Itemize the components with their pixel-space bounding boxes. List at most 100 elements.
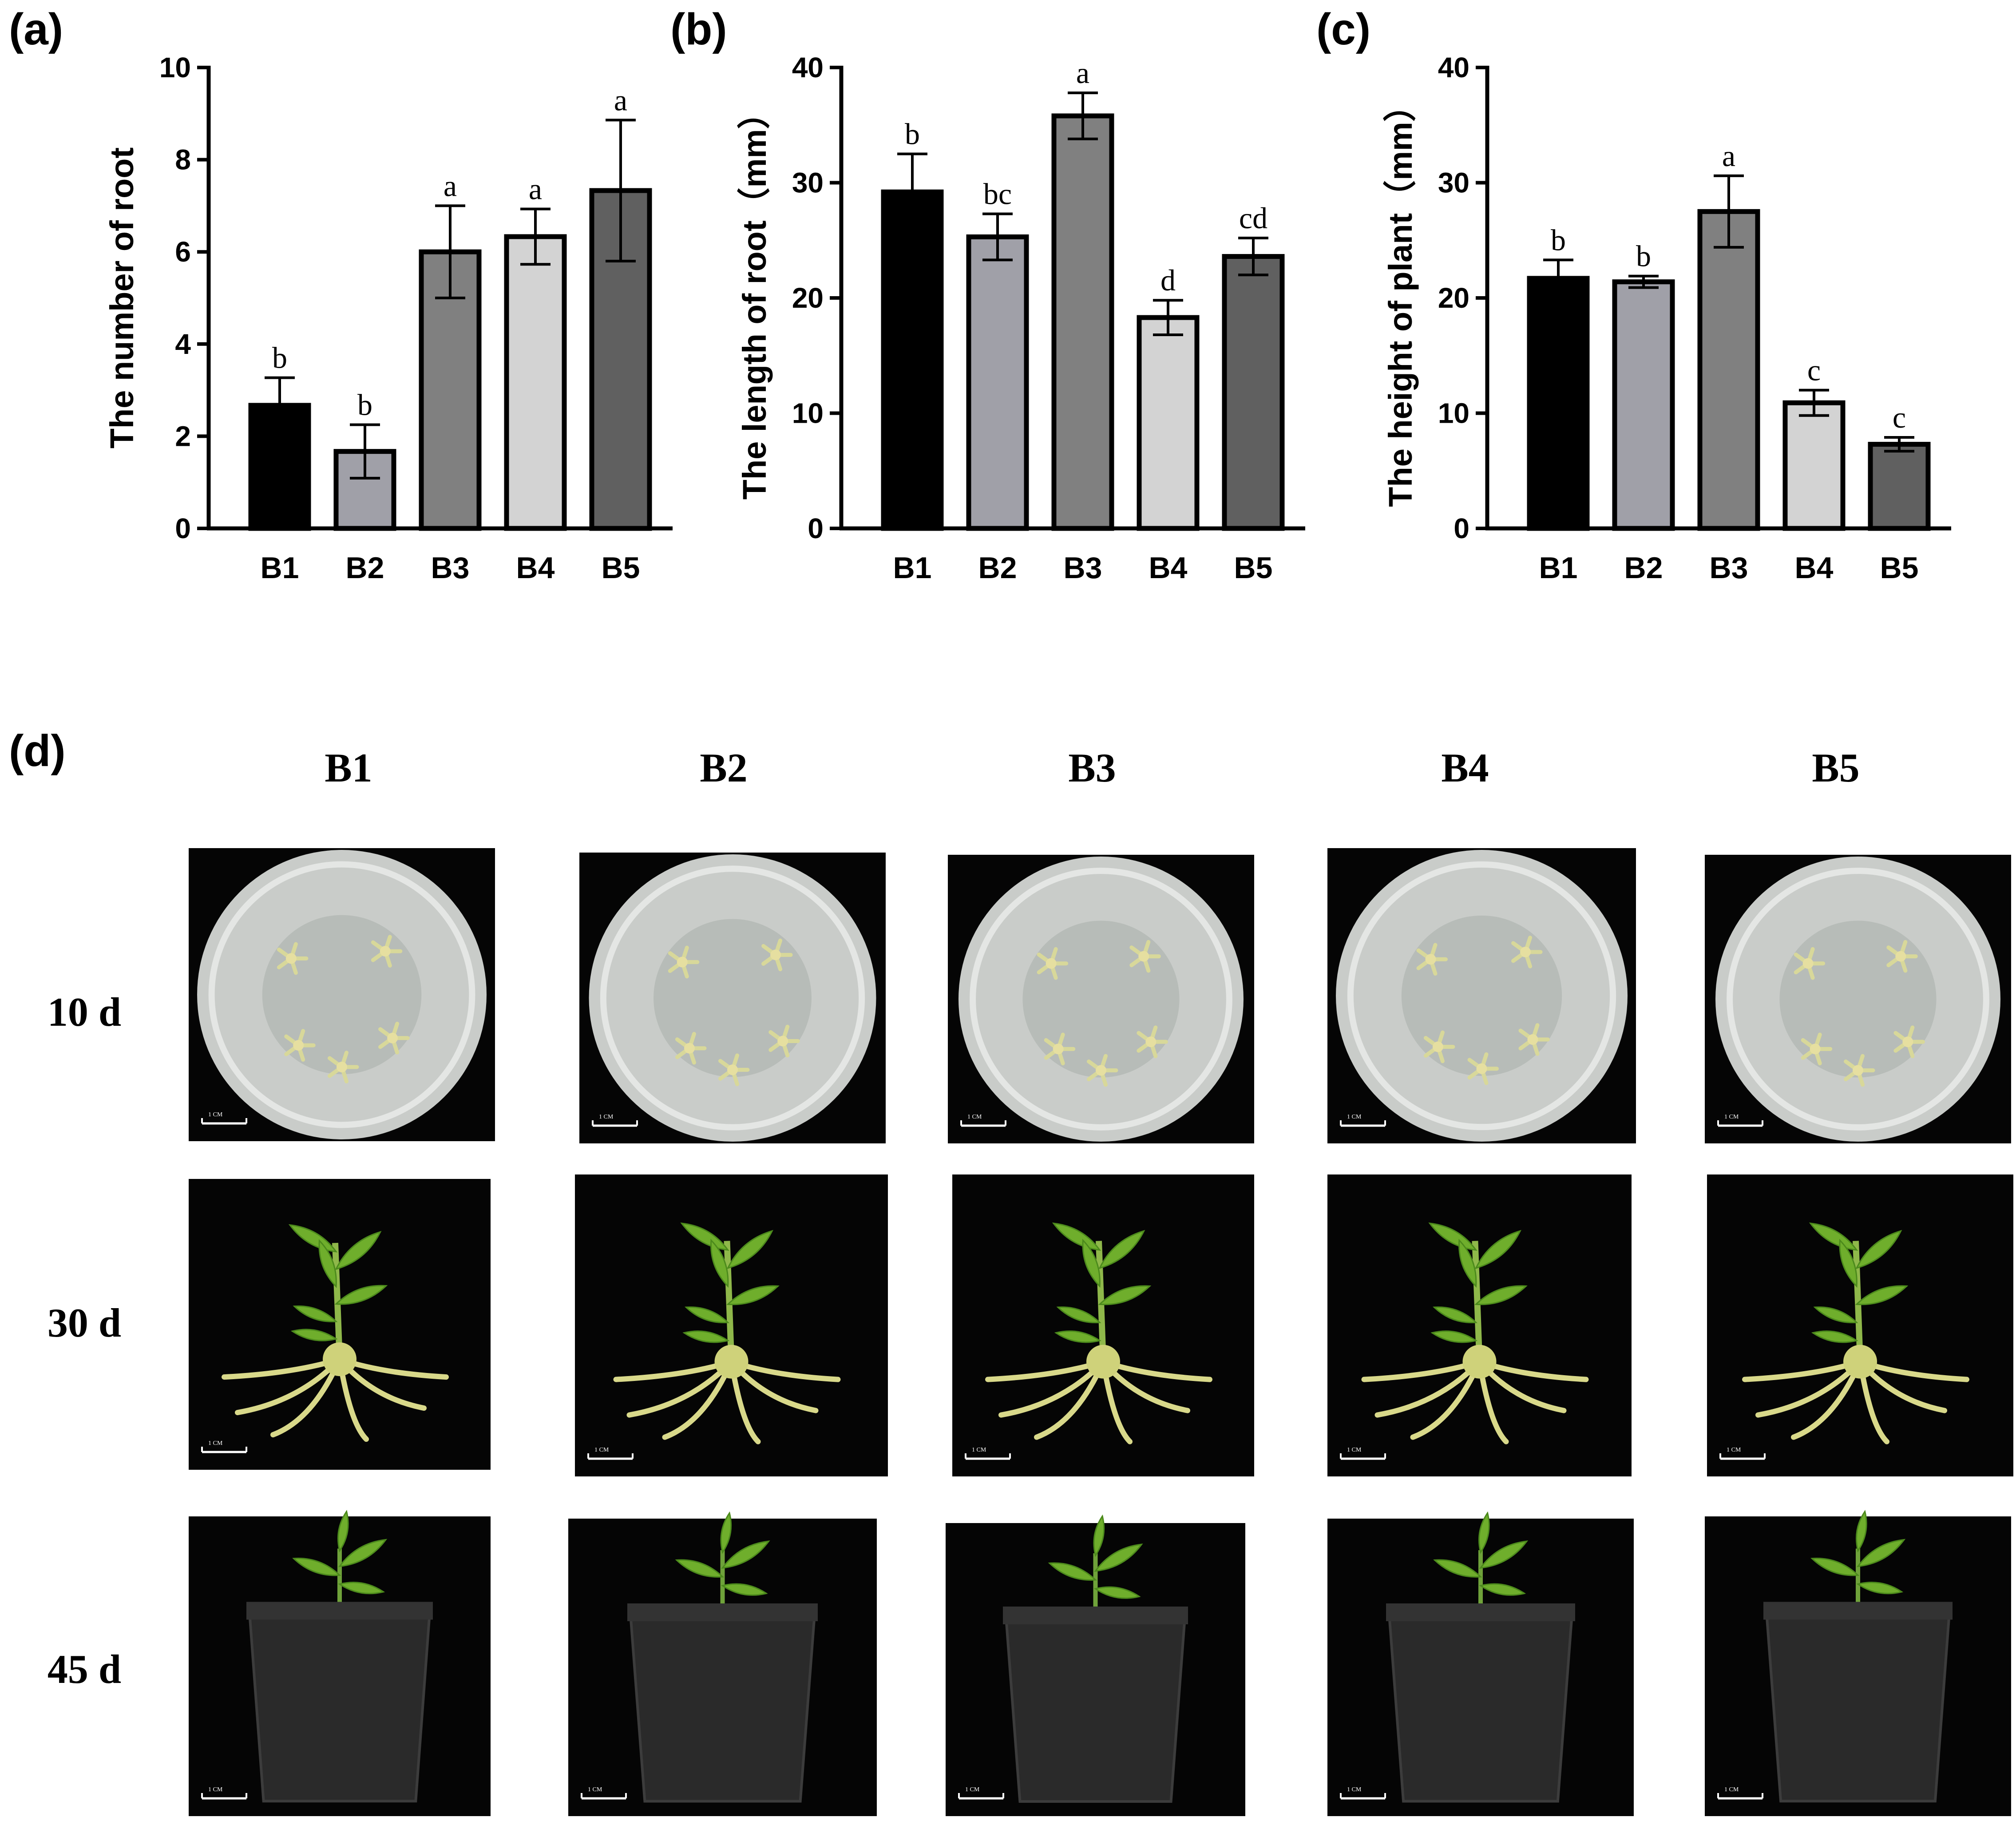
photo-tile-b4-45d: 1 CM [1327,1511,1634,1816]
bar-b5 [1222,254,1285,531]
explant [1794,947,1826,980]
y-tick-label: 20 [1438,282,1469,314]
x-tick-label: B2 [346,551,384,585]
explant [1467,1052,1499,1085]
callus [714,1345,749,1379]
scale-bar-label: 1 CM [208,1786,223,1793]
panel-label: (a) [9,4,63,54]
bar-b1 [1527,276,1590,531]
leaf [1430,1330,1478,1343]
explant [327,1051,359,1083]
photo-tile-b2-45d: 1 CM [568,1511,877,1816]
x-tick-label: B3 [431,551,470,585]
scale-bar: 1 CM [1719,1447,1766,1460]
leaf [675,1559,725,1578]
x-tick-label: B5 [1234,551,1273,585]
scale-bar-label: 1 CM [1724,1786,1739,1793]
leaf [1810,1558,1860,1576]
leaf [721,1540,770,1569]
explant [1086,1054,1118,1087]
leaf [1093,1514,1105,1557]
x-tick-label: B1 [261,551,299,585]
leaf [1048,1562,1097,1581]
significance-label: c [1893,401,1906,434]
leaf [338,1539,388,1567]
leaf [1839,1238,1858,1288]
leaf [1811,1330,1858,1343]
stem [724,1241,735,1362]
scale-bar-label: 1 CM [1727,1447,1741,1453]
scale-bar: 1 CM [587,1447,634,1460]
chart-c: (c) 0 10 20 30 40 The height of plant（mm） b B1 b B… [1316,4,1951,585]
leaf [726,1285,780,1305]
x-tick-label: B3 [1064,551,1102,585]
x-tick-label: B4 [516,551,555,585]
explant [1518,1023,1550,1056]
leaf [720,1511,732,1554]
x-tick-label: B5 [1880,551,1919,585]
callus [1086,1345,1120,1379]
x-tick-label: B5 [602,551,640,585]
explant [1843,1054,1875,1087]
bar-b2 [966,234,1029,531]
scale-bar-label: 1 CM [965,1786,980,1793]
photo-tile-b4-10d: 1 CM [1327,848,1636,1143]
photo-column-label: B4 [1441,745,1489,790]
explant [1886,940,1918,973]
bar-b3 [1051,113,1114,531]
bar-b4 [1782,400,1846,531]
photo-tile-b5-45d: 1 CM [1705,1510,2011,1816]
pot-rim [1386,1603,1575,1621]
bar-charts: (a) 0 2 4 6 8 10 The number of root b B1 b B2 a B3 a B4… [9,4,1951,585]
callus [1843,1345,1877,1379]
photo-row-label: 45 d [48,1646,121,1692]
y-tick-label: 0 [808,512,824,544]
y-axis-title: The length of root（mm） [736,96,773,500]
scale-bar-label: 1 CM [1347,1447,1362,1453]
leaf [710,1238,729,1288]
explant [378,1021,410,1055]
bar-b4 [1137,315,1200,531]
scale-bar-label: 1 CM [588,1786,602,1793]
y-tick-label: 10 [159,52,191,83]
significance-label: a [444,169,457,202]
y-tick-label: 40 [792,52,824,83]
pot-rim [1003,1607,1188,1624]
bar-b1 [881,189,944,531]
y-tick-label: 20 [792,282,824,314]
leaf [1098,1230,1145,1270]
bar-b2 [1612,279,1675,531]
y-tick-label: 0 [175,512,191,544]
photo-column-label: B5 [1812,745,1859,790]
leaf [1093,1586,1141,1599]
plant-pot [1387,1607,1574,1803]
scale-bar-label: 1 CM [599,1114,614,1120]
photo-tile-b2-10d: 1 CM [579,853,886,1143]
y-tick-label: 2 [175,420,191,452]
chart-b: (b) 0 10 20 30 40 The length of root（mm） b B1 bc B… [670,4,1305,585]
significance-label: b [1636,239,1651,273]
y-tick-label: 4 [175,328,191,360]
plant-pot [628,1607,817,1803]
scale-bar: 1 CM [965,1447,1011,1460]
bar-b3 [1697,209,1760,531]
photo-tile-b3-30d: 1 CM [952,1174,1254,1476]
pot-rim [246,1602,433,1620]
scale-bar: 1 CM [1340,1114,1386,1127]
pot-rim [627,1603,818,1621]
scale-bar-label: 1 CM [967,1114,982,1120]
leaf [721,1583,768,1596]
leaf [1856,1582,1904,1595]
scale-bar: 1 CM [201,1111,247,1125]
leaf [1856,1539,1906,1567]
scale-bar-label: 1 CM [1347,1114,1362,1120]
leaf [1855,1230,1902,1270]
plant-pot [247,1605,432,1803]
leaf [1433,1306,1478,1324]
scale-bar: 1 CM [592,1114,638,1127]
significance-label: bc [983,177,1012,211]
stem [1853,1241,1863,1362]
significance-label: b [357,388,372,421]
y-tick-label: 30 [792,167,824,199]
leaf [337,1510,349,1553]
